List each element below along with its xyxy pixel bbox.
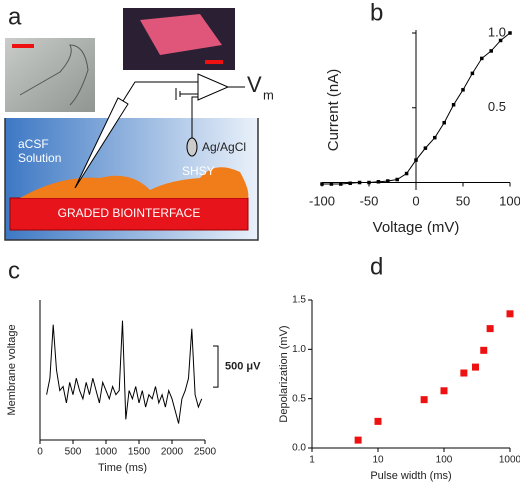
vm-label: V <box>247 72 262 97</box>
scale-bar <box>205 60 223 64</box>
data-line <box>46 320 203 424</box>
data-point <box>386 179 390 183</box>
y-tick-label: 1.0 <box>488 24 506 39</box>
data-point <box>451 103 456 107</box>
substrate <box>9 197 249 231</box>
y-axis-label: Current (nA) <box>325 69 342 152</box>
cell-outline <box>19 44 89 106</box>
x-tick-label: 10 <box>372 455 384 466</box>
electrode <box>186 137 198 157</box>
data-point <box>508 31 512 35</box>
data-point <box>354 436 362 444</box>
schematic: V m Ag/AgCl aCSF Solution SHSY GRADED BI… <box>4 8 274 241</box>
data-point <box>395 177 399 182</box>
x-tick-label: 500 <box>65 447 82 458</box>
substrate-label: GRADED BIOINTERFACE <box>58 206 201 220</box>
data-point <box>480 346 488 354</box>
amplifier <box>197 73 230 101</box>
data-point <box>320 182 324 186</box>
data-point <box>440 387 448 395</box>
panel-label: c <box>8 257 20 284</box>
substrate-image <box>140 14 222 55</box>
wire <box>175 86 245 140</box>
panel-label: d <box>370 253 383 280</box>
vm-subscript: m <box>263 87 274 102</box>
wire <box>122 81 198 102</box>
data-point <box>461 88 465 92</box>
y-tick-label: 1.5 <box>292 295 306 306</box>
scale-bar-label: 500 μV <box>225 360 261 372</box>
x-tick-label: 2000 <box>161 447 184 458</box>
solution-label: Solution <box>18 151 61 165</box>
data-point <box>506 310 514 318</box>
x-tick-label: 50 <box>456 193 470 208</box>
data-point <box>348 181 352 186</box>
data-point <box>489 49 493 53</box>
x-tick-label: 1000 <box>95 447 118 458</box>
bath-wall <box>4 118 259 241</box>
data-point <box>414 158 418 162</box>
data-point <box>460 369 468 377</box>
x-axis-label: Pulse width (ms) <box>370 470 451 482</box>
data-point <box>433 135 437 140</box>
x-axis-label: Voltage (mV) <box>373 219 460 236</box>
data-point <box>480 56 484 61</box>
panel-label: b <box>370 0 383 26</box>
scale-bar <box>12 44 34 48</box>
data-point <box>367 180 371 185</box>
y-tick-label: 0.5 <box>488 99 506 114</box>
x-tick-label: 100 <box>499 193 520 208</box>
data-point <box>471 363 479 371</box>
data-point <box>498 38 503 43</box>
x-tick-label: 1000 <box>499 455 520 466</box>
data-point <box>374 417 382 425</box>
data-point <box>486 325 494 333</box>
electrode-label: Ag/AgCl <box>202 140 246 154</box>
data-point <box>420 396 428 404</box>
y-tick-label: 0.5 <box>292 393 306 404</box>
cell-photo <box>5 38 95 112</box>
y-tick-label: 0.0 <box>292 443 306 454</box>
x-tick-label: 0 <box>37 447 43 458</box>
data-point <box>423 146 428 150</box>
x-tick-label: 100 <box>436 455 453 466</box>
scale-bar <box>213 345 219 388</box>
x-axis-label: Time (ms) <box>98 462 147 474</box>
x-tick-label: 0 <box>412 193 419 208</box>
data-point <box>470 71 475 76</box>
data-point <box>404 171 409 176</box>
panel-label: a <box>8 3 22 30</box>
solution-label: aCSF <box>18 137 49 151</box>
cell-label: SHSY <box>182 164 215 178</box>
data-point <box>357 180 362 185</box>
y-axis-label: Depolarization (mV) <box>278 325 290 422</box>
y-tick-label: 1.0 <box>292 344 306 355</box>
data-point <box>442 120 446 125</box>
data-point <box>329 182 334 186</box>
x-tick-label: -50 <box>360 193 379 208</box>
x-tick-label: -100 <box>309 193 335 208</box>
y-axis-label: Membrane voltage <box>6 324 18 415</box>
x-tick-label: 1500 <box>128 447 151 458</box>
data-point <box>376 180 381 184</box>
data-point <box>339 182 343 186</box>
cells <box>20 167 249 198</box>
x-tick-label: 1 <box>309 455 315 466</box>
x-tick-label: 2500 <box>194 447 217 458</box>
